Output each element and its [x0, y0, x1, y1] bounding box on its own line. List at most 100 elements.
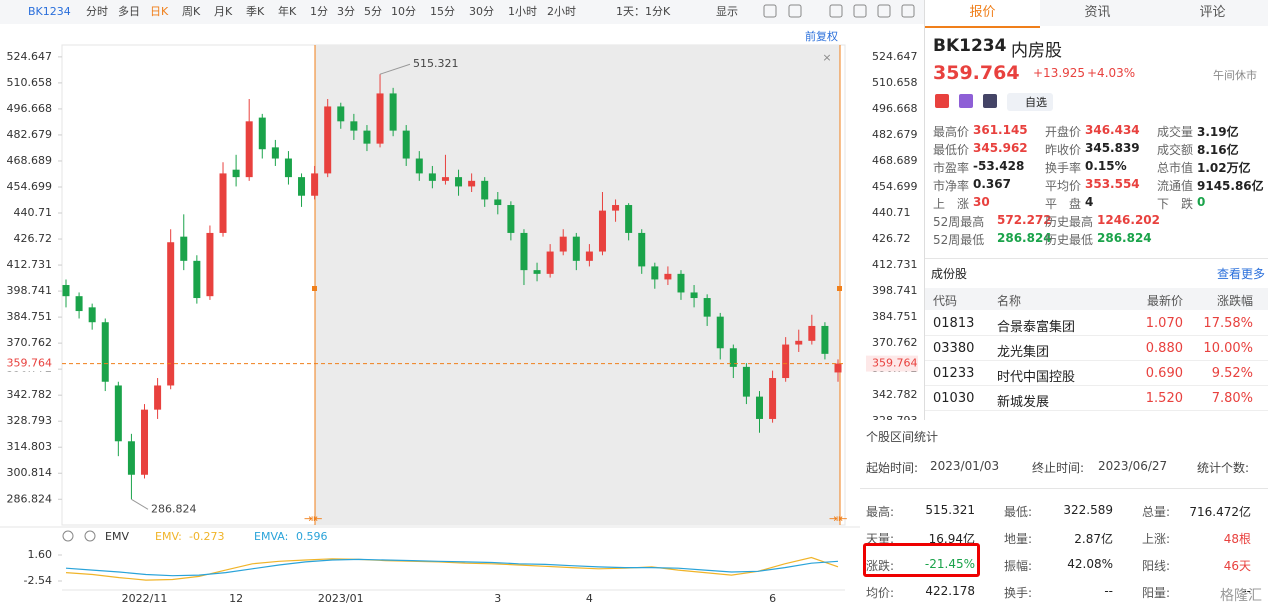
stat-value: 572.272 [997, 213, 1052, 227]
table-cell[interactable]: 01233 [933, 366, 975, 381]
stat-value: 286.824 [997, 231, 1052, 245]
tool-icon[interactable] [829, 4, 843, 18]
candle-body [755, 396, 763, 419]
candle-body [232, 169, 240, 178]
more-link[interactable]: 查看更多 [1216, 267, 1265, 281]
period-tab[interactable]: 15分 [430, 5, 455, 18]
drag-arrows[interactable]: ⇥⇤ [829, 512, 847, 525]
display[interactable]: 显示 [716, 5, 738, 18]
table-cell[interactable]: 10.00% [1203, 341, 1253, 356]
close-interval[interactable]: × [822, 51, 831, 64]
period-tab[interactable]: 季K [246, 5, 265, 18]
price: 359.764 [933, 62, 1020, 84]
candle-body [271, 147, 279, 159]
stat-value: 286.824 [1097, 231, 1152, 245]
interval-highlight [315, 45, 840, 525]
drag-arrows[interactable]: ⇥⇤ [304, 512, 322, 525]
section-title: 成份股 [931, 267, 968, 281]
stat-label: 上 涨 [933, 197, 970, 211]
table-cell[interactable]: 03380 [933, 341, 975, 356]
stat-label: 历史最低 [1045, 233, 1094, 247]
period-tab[interactable]: 年K [278, 4, 297, 18]
tool-icon[interactable] [901, 4, 915, 18]
stat-value: 346.434 [1085, 123, 1140, 137]
table-cell[interactable]: 9.52% [1211, 366, 1253, 381]
table-cell[interactable]: 时代中国控股 [997, 370, 1076, 385]
price-tag [866, 355, 918, 372]
table-cell[interactable]: 01030 [933, 391, 975, 406]
y-tick-label: 398.741 [7, 284, 53, 297]
watch-button[interactable]: 自选 [1007, 93, 1053, 111]
x-tick-label: 12 [229, 592, 243, 605]
badge-icon[interactable] [959, 94, 973, 108]
adjust-mode[interactable]: 前复权 [805, 29, 838, 43]
period-tab[interactable]: 1小时 [508, 5, 537, 18]
table-cell[interactable]: 龙光集团 [997, 345, 1050, 360]
candle-body [428, 173, 436, 181]
end-date[interactable]: 2023/06/27 [1098, 459, 1168, 473]
y-tick-label: 496.668 [7, 102, 53, 115]
tool-icon[interactable] [877, 4, 891, 18]
candle-body [75, 296, 83, 312]
panel-tab[interactable]: 资讯 [1040, 0, 1155, 26]
close-icon[interactable] [84, 530, 96, 542]
handle[interactable] [312, 286, 317, 291]
candle-body [455, 177, 463, 187]
panel-tab[interactable]: 评论 [1155, 0, 1268, 26]
tool-icon[interactable] [788, 4, 802, 18]
table-cell[interactable]: 7.80% [1211, 391, 1253, 406]
period-tab[interactable]: 多日 [118, 4, 140, 18]
stat-label: 换手率 [1045, 161, 1082, 175]
period-tab[interactable]: 2小时 [547, 5, 576, 18]
x-tick-label: 6 [769, 592, 776, 605]
period-tab[interactable]: 3分 [337, 5, 355, 18]
row-line [925, 360, 1268, 361]
interval[interactable]: 1天：1分K [616, 5, 671, 18]
candle-body [808, 325, 816, 341]
stat-label: 最高: [866, 505, 895, 519]
low-annotation: 286.824 [151, 502, 197, 515]
stat-label: 天量: [866, 532, 895, 546]
settings-icon[interactable] [62, 530, 74, 542]
stat-value: -- [1242, 584, 1251, 598]
tool-icon[interactable] [763, 4, 777, 18]
period-tab[interactable]: 5分 [364, 5, 382, 18]
y-tick-label-right: 342.782 [872, 388, 918, 401]
table-cell[interactable]: 17.58% [1203, 316, 1253, 331]
start-date[interactable]: 2023/01/03 [930, 459, 1000, 473]
period-tab[interactable]: 1分 [310, 5, 328, 18]
badge-icon[interactable] [983, 94, 997, 108]
stat-value: -- [1104, 584, 1113, 598]
table-cell[interactable]: 合景泰富集团 [997, 320, 1076, 335]
indicator-title: EMV [105, 530, 129, 543]
period-tab[interactable]: 10分 [391, 5, 416, 18]
handle[interactable] [837, 286, 842, 291]
symbol[interactable]: BK1234 [28, 5, 71, 18]
table-cell[interactable]: 新城发展 [997, 395, 1050, 410]
period-tab[interactable]: 周K [182, 5, 201, 18]
period-tab[interactable]: 月K [214, 5, 233, 18]
table-cell[interactable]: 01813 [933, 316, 975, 331]
table-cell[interactable]: 0.880 [1145, 341, 1183, 356]
period-tab[interactable]: 分时 [86, 5, 108, 18]
stat-label: 昨收价 [1045, 143, 1082, 157]
panel-tab[interactable]: 报价 [925, 0, 1040, 28]
candle-body [127, 441, 135, 475]
table-cell[interactable]: 1.070 [1145, 316, 1183, 331]
y-tick-label-right: 398.741 [872, 284, 918, 297]
period-tab[interactable]: 30分 [469, 5, 494, 18]
table-cell[interactable]: 1.520 [1145, 391, 1183, 406]
stat-label: 上涨: [1142, 532, 1171, 546]
stat-label: 换手: [1004, 586, 1033, 600]
y-tick-label: 426.72 [14, 232, 53, 245]
tool-icon[interactable] [853, 4, 867, 18]
end-label: 终止时间: [1032, 461, 1085, 475]
y-tick-label: 342.782 [7, 388, 53, 401]
divider [860, 488, 1268, 489]
stat-value: 353.554 [1085, 177, 1140, 191]
table-cell[interactable]: 0.690 [1145, 366, 1183, 381]
row-line [925, 410, 1268, 411]
badge-icon[interactable] [935, 94, 949, 108]
period-tab[interactable]: 日K [150, 5, 169, 18]
